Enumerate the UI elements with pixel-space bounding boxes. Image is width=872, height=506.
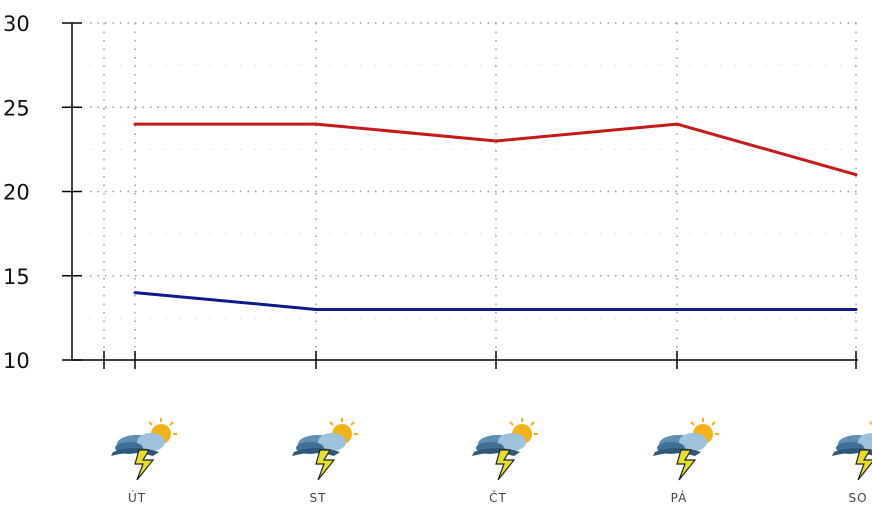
day-columns: ÚT ST ČT PÁ SO	[110, 417, 872, 505]
y-tick-label: 25	[3, 96, 30, 120]
weather-icon	[652, 417, 720, 481]
chart-axes	[62, 22, 858, 369]
data-point	[854, 173, 858, 177]
y-tick-label: 30	[3, 12, 30, 36]
chart-grid	[90, 22, 858, 360]
day-label: ČT	[489, 490, 507, 505]
data-point	[314, 122, 318, 126]
y-tick-label: 20	[3, 181, 30, 205]
day-label: PÁ	[671, 490, 688, 505]
weather-icon	[831, 417, 872, 481]
day-label: ST	[310, 491, 327, 505]
weather-icon	[291, 417, 359, 481]
data-point	[494, 139, 498, 143]
day-label: SO	[848, 491, 867, 505]
day-label: ÚT	[128, 490, 146, 505]
data-point	[494, 307, 498, 311]
data-point	[314, 307, 318, 311]
data-point	[675, 122, 679, 126]
data-point	[133, 291, 137, 295]
weather-icon	[471, 417, 539, 481]
y-tick-label: 10	[3, 349, 30, 373]
y-tick-labels: 10 15 20 25 30	[3, 12, 30, 373]
weather-icon	[110, 417, 178, 481]
data-point	[133, 122, 137, 126]
chart-series	[133, 122, 858, 311]
data-point	[854, 307, 858, 311]
y-tick-label: 15	[3, 265, 30, 289]
data-point	[675, 307, 679, 311]
